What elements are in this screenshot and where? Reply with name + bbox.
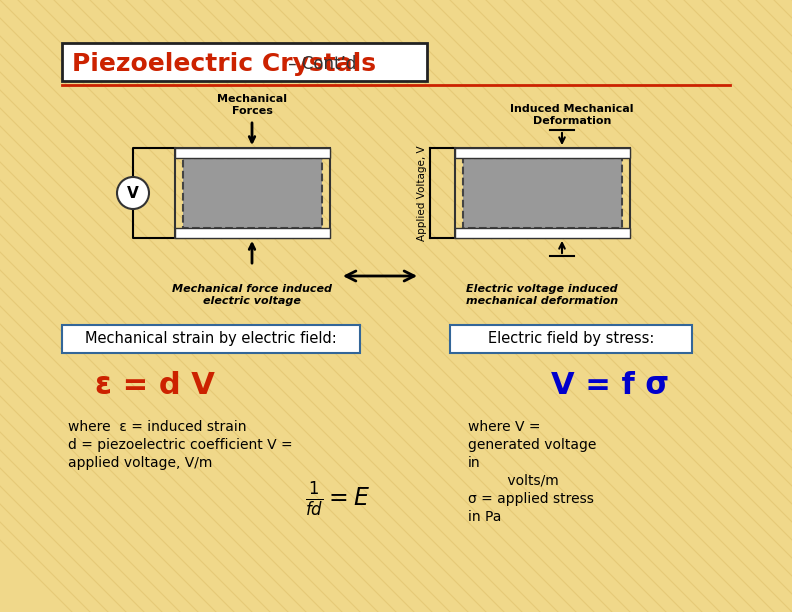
Text: where V =: where V = xyxy=(468,420,540,434)
Text: V: V xyxy=(128,185,139,201)
Text: Electric voltage induced
mechanical deformation: Electric voltage induced mechanical defo… xyxy=(466,284,618,305)
Bar xyxy=(175,148,330,158)
Bar xyxy=(175,228,330,238)
FancyBboxPatch shape xyxy=(450,325,692,353)
FancyBboxPatch shape xyxy=(62,43,427,81)
Bar xyxy=(175,148,330,238)
Circle shape xyxy=(117,177,149,209)
Bar xyxy=(455,148,630,158)
Text: – Cont’d: – Cont’d xyxy=(283,55,356,73)
Text: d = piezoelectric coefficient V =: d = piezoelectric coefficient V = xyxy=(68,438,292,452)
Text: Mechanical
Forces: Mechanical Forces xyxy=(217,94,287,116)
Text: Mechanical force induced
electric voltage: Mechanical force induced electric voltag… xyxy=(172,284,332,305)
Bar xyxy=(463,158,622,228)
Text: $\frac{1}{fd} = E$: $\frac{1}{fd} = E$ xyxy=(306,481,371,519)
FancyBboxPatch shape xyxy=(62,325,360,353)
Text: Piezoelectric Crystals: Piezoelectric Crystals xyxy=(72,52,376,76)
Text: volts/m: volts/m xyxy=(468,474,558,488)
Text: Applied Voltage, V: Applied Voltage, V xyxy=(417,145,427,241)
Text: Electric field by stress:: Electric field by stress: xyxy=(488,332,654,346)
Bar xyxy=(183,158,322,228)
Text: Mechanical strain by electric field:: Mechanical strain by electric field: xyxy=(85,332,337,346)
Text: σ = applied stress: σ = applied stress xyxy=(468,492,594,506)
Text: generated voltage: generated voltage xyxy=(468,438,596,452)
Text: applied voltage, V/m: applied voltage, V/m xyxy=(68,456,212,470)
Text: in Pa: in Pa xyxy=(468,510,501,524)
Bar xyxy=(455,148,630,238)
Text: Induced Mechanical
Deformation: Induced Mechanical Deformation xyxy=(510,105,634,126)
Text: ε = d V: ε = d V xyxy=(95,370,215,400)
Text: V = f σ: V = f σ xyxy=(551,370,669,400)
Text: where  ε = induced strain: where ε = induced strain xyxy=(68,420,246,434)
Text: in: in xyxy=(468,456,481,470)
Bar xyxy=(455,228,630,238)
